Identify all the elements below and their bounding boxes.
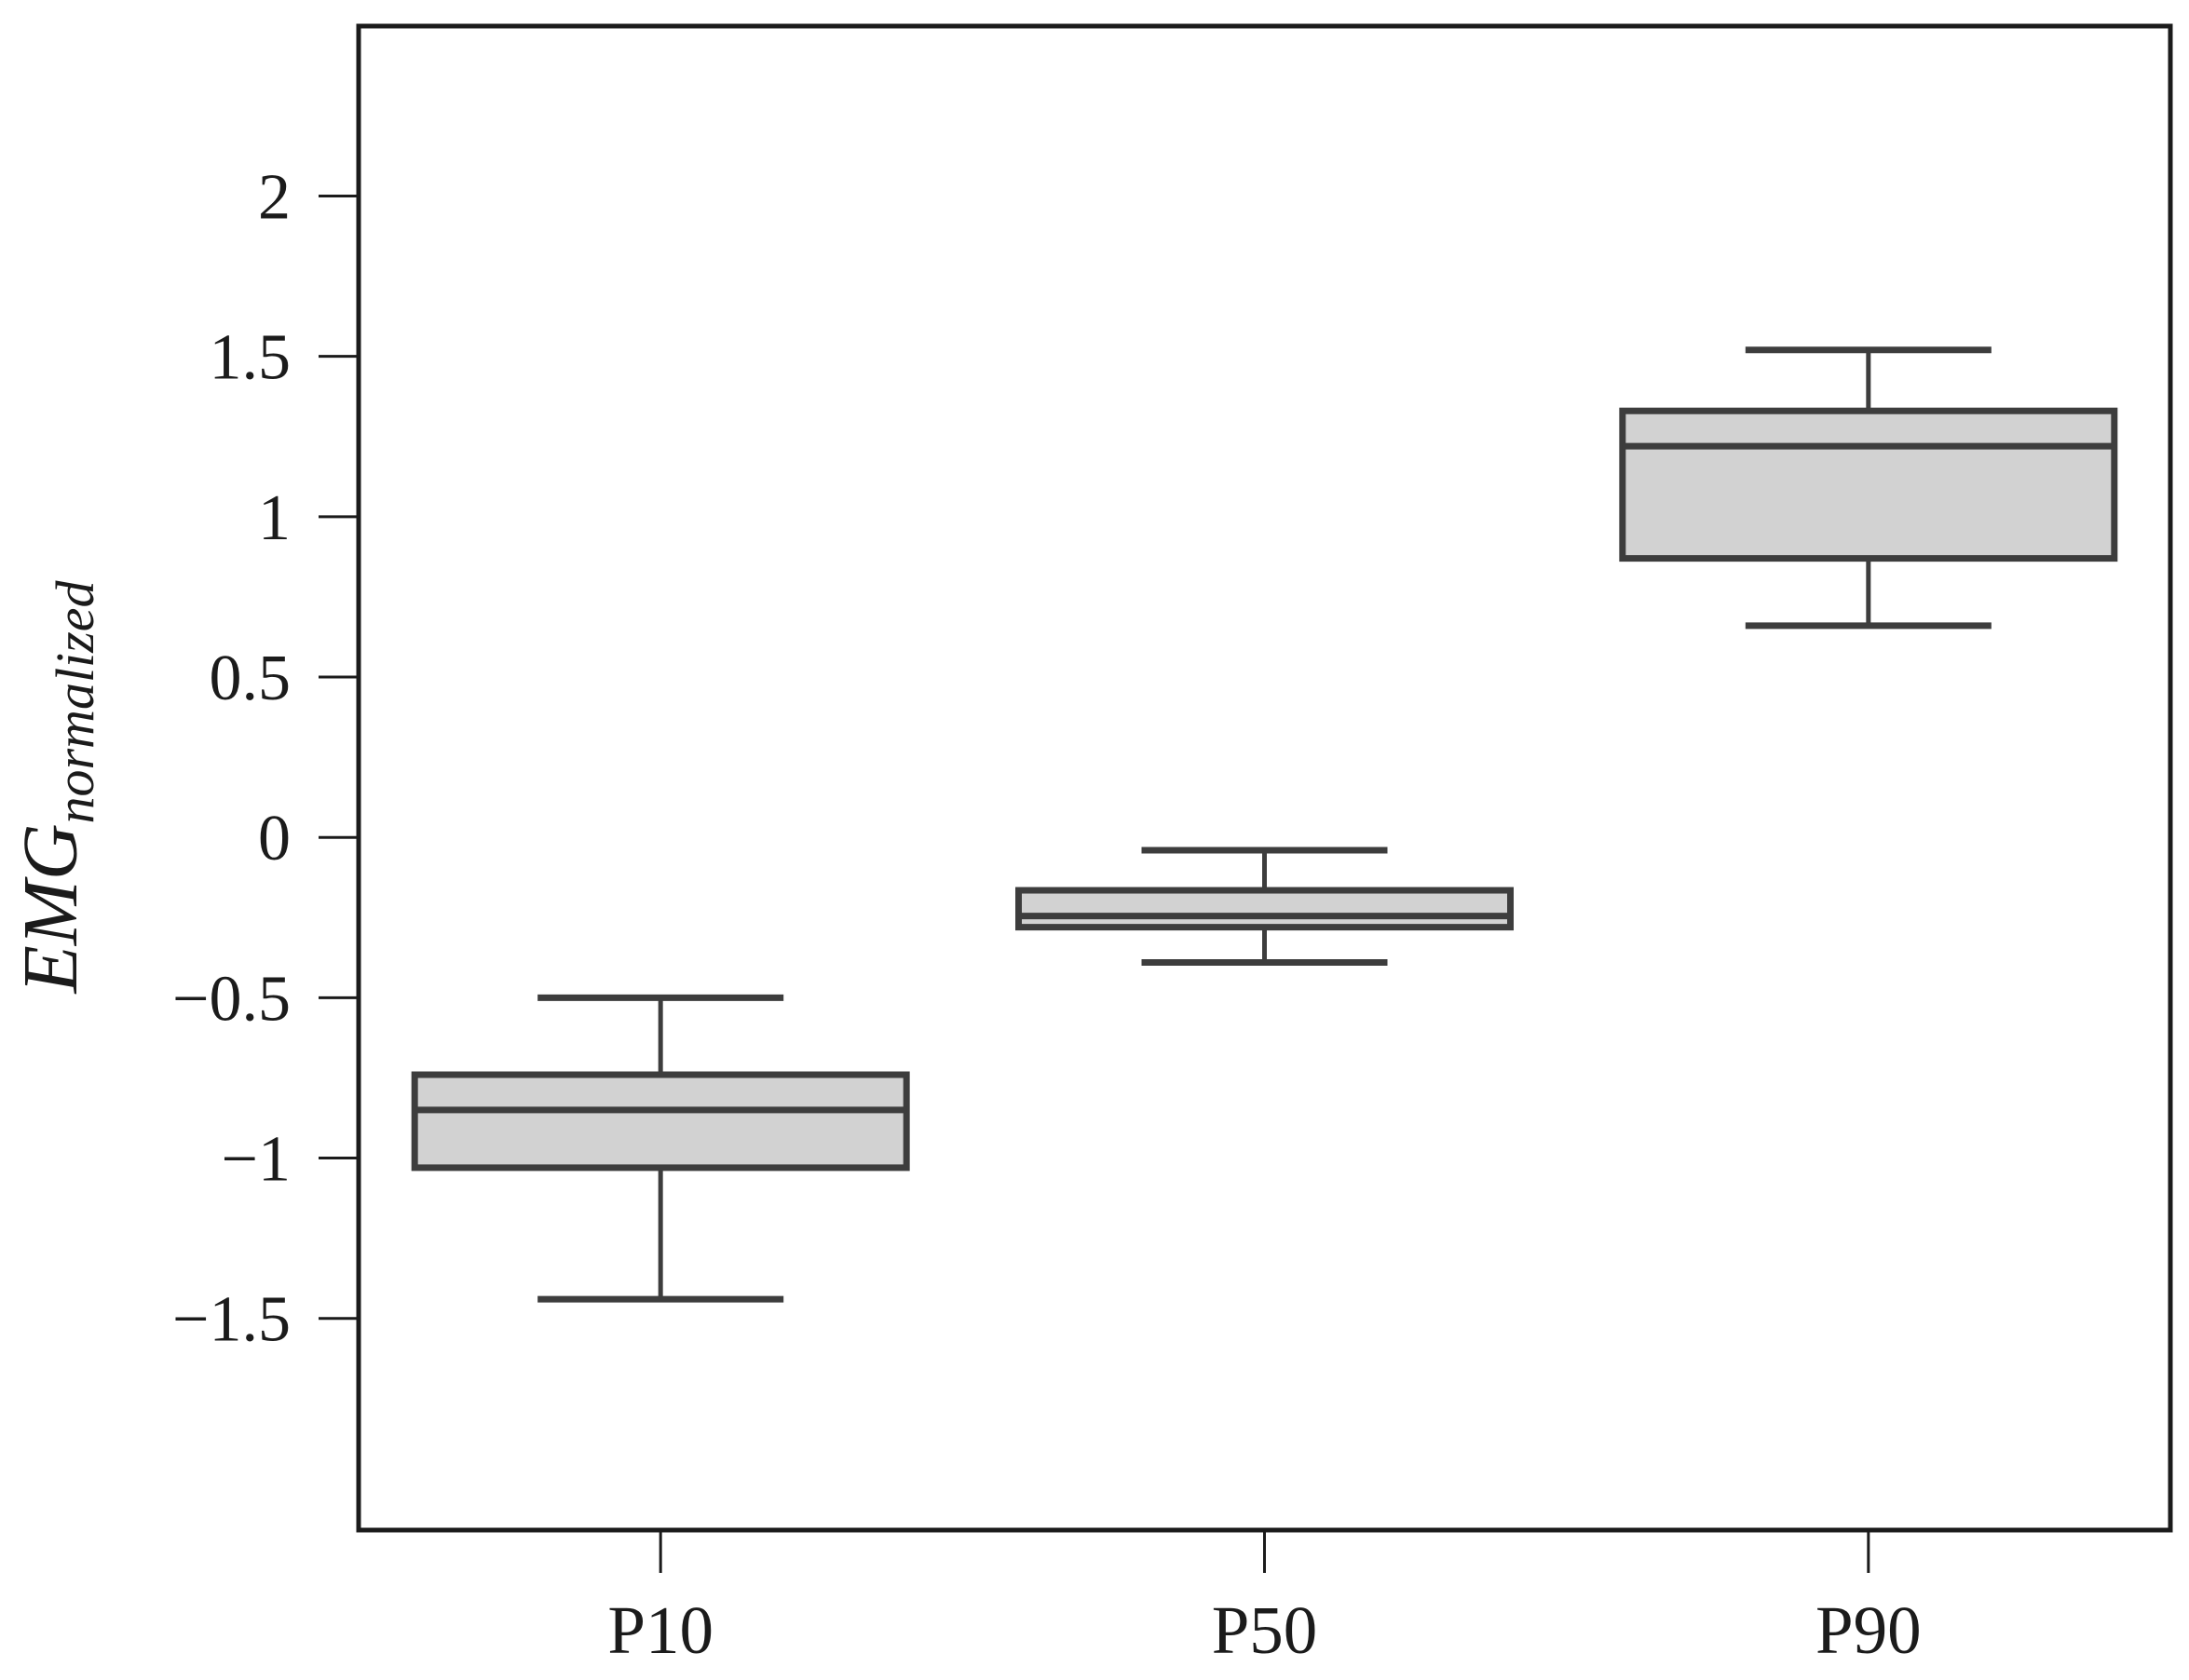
box-group-P10 — [411, 994, 910, 1303]
y-tick-label: −0.5 — [172, 963, 291, 1035]
y-tick-label: 0 — [258, 803, 291, 874]
y-axis-label-subscript: normalized — [45, 580, 105, 824]
y-tick-label: 0.5 — [210, 643, 292, 714]
y-tick-label: −1 — [222, 1124, 291, 1196]
x-category-label: P50 — [1212, 1592, 1318, 1668]
y-tick-label: −1.5 — [172, 1284, 291, 1356]
box-group-P50 — [1015, 847, 1514, 967]
y-tick-label: 1 — [258, 482, 291, 554]
y-tick-label: 2 — [258, 162, 291, 234]
y-axis-label: EMGnormalized — [7, 580, 105, 995]
y-axis-label-main: EMG — [7, 824, 94, 995]
box-rect — [1619, 407, 2118, 562]
box-group-P90 — [1619, 346, 2118, 630]
x-category-label: P90 — [1815, 1592, 1922, 1668]
box-rect — [411, 1071, 910, 1172]
x-category-label: P10 — [607, 1592, 714, 1668]
box-rect — [1015, 887, 1514, 931]
y-tick-label: 1.5 — [210, 322, 292, 394]
plot-frame — [356, 23, 2173, 1533]
